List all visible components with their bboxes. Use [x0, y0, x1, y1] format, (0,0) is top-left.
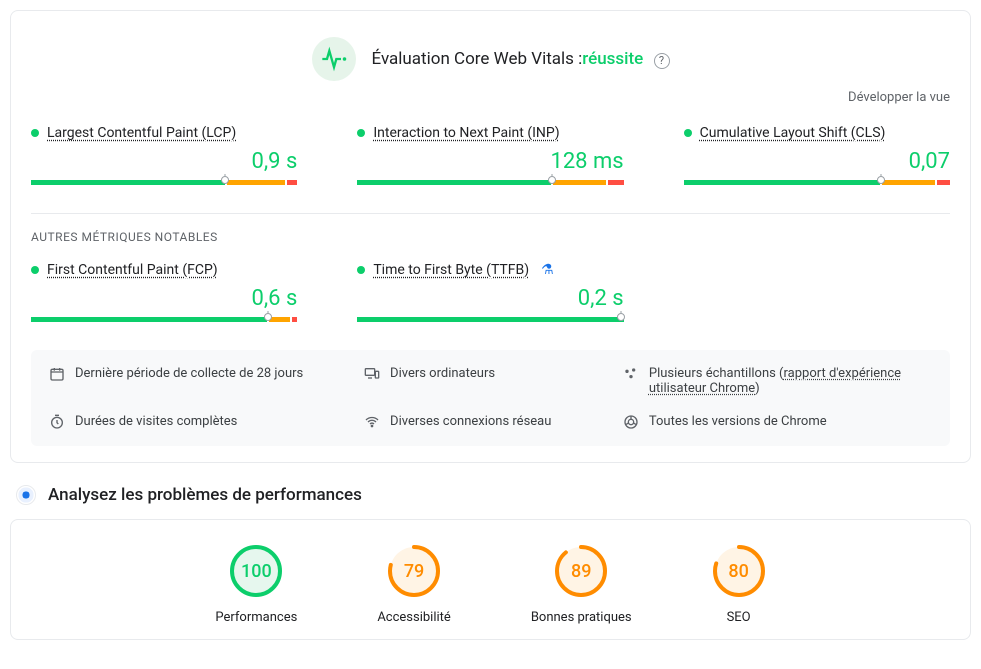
divider — [31, 213, 950, 214]
chrome-icon — [623, 414, 639, 430]
gauge-score: 89 — [554, 544, 608, 598]
status-dot — [357, 266, 365, 274]
info-period: Dernière période de collecte de 28 jours — [49, 366, 344, 396]
gauge-score: 79 — [387, 544, 441, 598]
percentile-marker — [264, 313, 272, 321]
bar-segment — [287, 180, 297, 185]
gauge[interactable]: 100 Performances — [215, 544, 297, 625]
gauge-label: Accessibilité — [377, 610, 451, 625]
metric: Interaction to Next Paint (INP) 128 ms — [357, 125, 623, 185]
gauge-label: SEO — [712, 610, 766, 625]
gauge-score: 80 — [712, 544, 766, 598]
distribution-bar — [684, 180, 950, 185]
bar-segment — [684, 180, 881, 185]
gauge[interactable]: 79 Accessibilité — [377, 544, 451, 625]
metric-value: 0,07 — [684, 149, 950, 174]
metric-name[interactable]: Cumulative Layout Shift (CLS) — [700, 125, 886, 141]
info-samples: Plusieurs échantillons (rapport d'expéri… — [623, 366, 932, 396]
samples-icon — [623, 366, 639, 382]
bar-segment — [357, 180, 551, 185]
calendar-icon — [49, 366, 65, 382]
metric-value: 0,9 s — [31, 149, 297, 174]
status-dot — [357, 129, 365, 137]
core-web-vitals-card: Évaluation Core Web Vitals :réussite ? D… — [10, 10, 971, 463]
bar-segment — [227, 180, 285, 185]
status-dot — [684, 129, 692, 137]
timer-icon — [49, 414, 65, 430]
flask-icon: ⚗ — [541, 262, 554, 278]
info-samples-text: Plusieurs échantillons (rapport d'expéri… — [649, 366, 932, 396]
bar-segment — [882, 180, 934, 185]
gauge-label: Bonnes pratiques — [531, 610, 632, 625]
cwv-header: Évaluation Core Web Vitals :réussite ? — [31, 37, 950, 81]
metric-name[interactable]: Interaction to Next Paint (INP) — [373, 125, 559, 141]
info-network: Diverses connexions réseau — [364, 414, 603, 430]
bar-segment — [937, 180, 950, 185]
lighthouse-scores-card: 100 Performances 79 Accessibilité 89 Bonnes p… — [10, 519, 971, 640]
status-dot — [31, 266, 39, 274]
pulse-icon — [312, 37, 356, 81]
secondary-metrics: First Contentful Paint (FCP) 0,6 s Time to… — [31, 262, 950, 322]
metric: Largest Contentful Paint (LCP) 0,9 s — [31, 125, 297, 185]
help-icon[interactable]: ? — [654, 53, 670, 69]
bar-segment — [31, 317, 267, 322]
gauge[interactable]: 89 Bonnes pratiques — [531, 544, 632, 625]
info-period-text: Dernière période de collecte de 28 jours — [75, 366, 303, 381]
metric-value: 0,2 s — [357, 286, 623, 311]
target-icon — [16, 485, 36, 505]
info-visits: Durées de visites complètes — [49, 414, 344, 430]
cwv-title: Évaluation Core Web Vitals :réussite ? — [372, 49, 670, 69]
gauge-score: 100 — [229, 544, 283, 598]
distribution-bar — [357, 180, 623, 185]
gauge[interactable]: 80 SEO — [712, 544, 766, 625]
bar-segment — [357, 317, 623, 322]
other-metrics-heading: AUTRES MÉTRIQUES NOTABLES — [31, 230, 950, 244]
bar-segment — [553, 180, 605, 185]
info-network-text: Diverses connexions réseau — [390, 414, 551, 429]
metric: Cumulative Layout Shift (CLS) 0,07 — [684, 125, 950, 185]
metric-value: 128 ms — [357, 149, 623, 174]
bar-segment — [292, 317, 297, 322]
performance-section-header: Analysez les problèmes de performances — [16, 485, 971, 505]
gauges-row: 100 Performances 79 Accessibilité 89 Bonnes p… — [31, 544, 950, 625]
info-visits-text: Durées de visites complètes — [75, 414, 237, 429]
bar-segment — [608, 180, 624, 185]
percentile-marker — [221, 176, 229, 184]
status-dot — [31, 129, 39, 137]
bar-segment — [31, 180, 225, 185]
metric: First Contentful Paint (FCP) 0,6 s — [31, 262, 297, 322]
bar-segment — [269, 317, 290, 322]
info-devices-text: Divers ordinateurs — [390, 366, 495, 381]
distribution-bar — [31, 317, 297, 322]
cwv-title-prefix: Évaluation Core Web Vitals : — [372, 49, 583, 69]
info-chrome-text: Toutes les versions de Chrome — [649, 414, 827, 429]
distribution-bar — [31, 180, 297, 185]
metric-name[interactable]: First Contentful Paint (FCP) — [47, 262, 218, 278]
metric-value: 0,6 s — [31, 286, 297, 311]
collection-info-panel: Dernière période de collecte de 28 jours… — [31, 350, 950, 446]
metric-name[interactable]: Time to First Byte (TTFB) — [373, 262, 529, 278]
performance-section-title: Analysez les problèmes de performances — [48, 485, 362, 505]
devices-icon — [364, 366, 380, 382]
wifi-icon — [364, 414, 380, 430]
metric-name[interactable]: Largest Contentful Paint (LCP) — [47, 125, 236, 141]
cwv-status: réussite — [582, 49, 643, 69]
gauge-label: Performances — [215, 610, 297, 625]
primary-metrics: Largest Contentful Paint (LCP) 0,9 s Inter… — [31, 125, 950, 185]
expand-view-link[interactable]: Développer la vue — [848, 90, 950, 105]
metric: Time to First Byte (TTFB) ⚗ 0,2 s — [357, 262, 623, 322]
info-chrome: Toutes les versions de Chrome — [623, 414, 932, 430]
info-devices: Divers ordinateurs — [364, 366, 603, 396]
distribution-bar — [357, 317, 623, 322]
percentile-marker — [877, 176, 885, 184]
percentile-marker — [548, 176, 556, 184]
percentile-marker — [617, 313, 625, 321]
